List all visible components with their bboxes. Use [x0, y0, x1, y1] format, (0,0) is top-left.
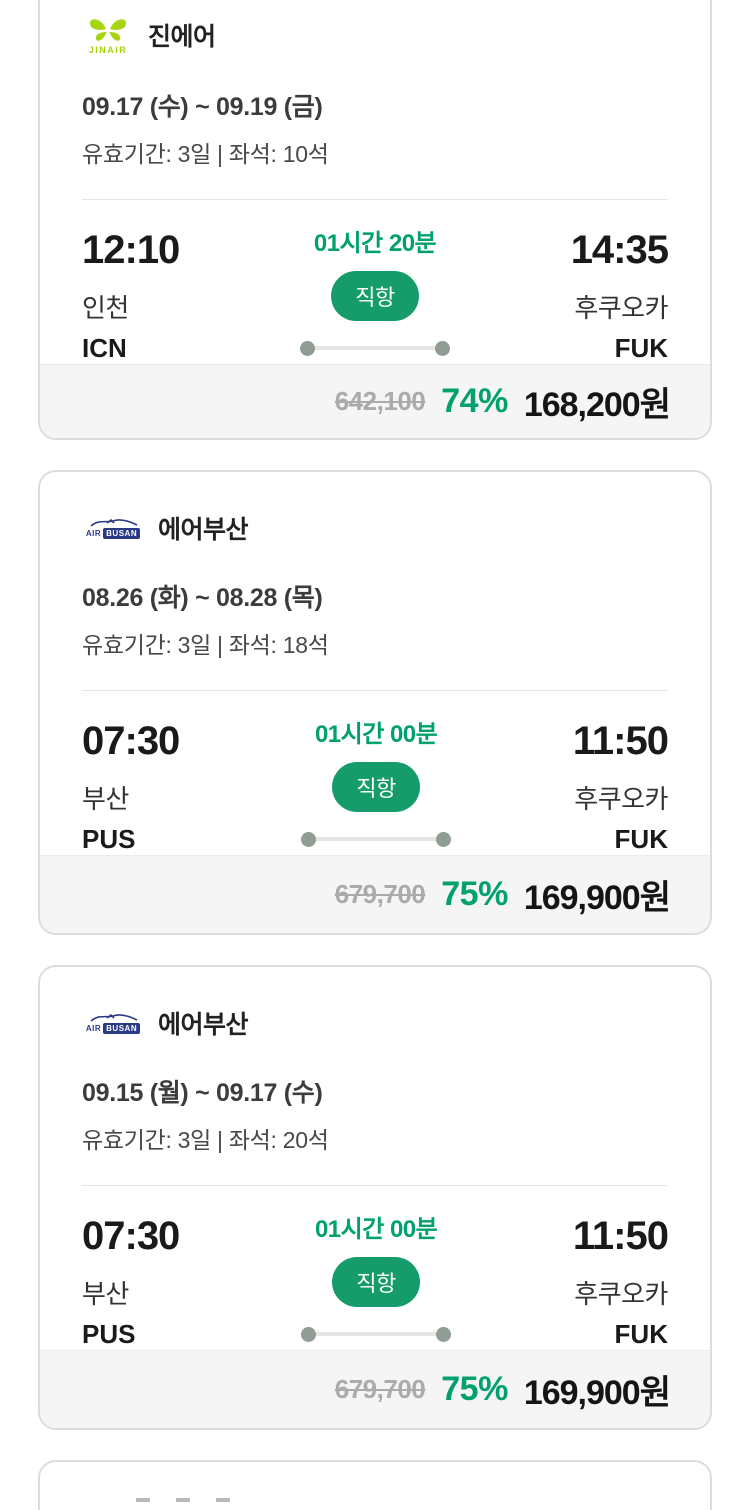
airbusan-logo-icon: AIR BUSAN	[82, 1012, 144, 1034]
flight-duration: 01시간 20분	[313, 230, 437, 257]
flight-card[interactable]: AIR BUSAN 에어부산 09.15 (월) ~ 09.17 (수) 유효기…	[38, 965, 712, 1430]
airbusan-logo-icon: AIR BUSAN	[82, 517, 144, 539]
validity-seats: 유효기간: 3일 | 좌석: 20석	[82, 1127, 329, 1153]
jinair-logo-word: JINAIR	[88, 45, 128, 55]
flight-info-row: 07:30 부산 PUS 01시간 00분 직항 11:50 후쿠오카 FUK	[40, 1216, 710, 1350]
arrival-airport-code: FUK	[614, 333, 668, 363]
direct-flight-badge: 직항	[332, 761, 420, 812]
flight-card-partial[interactable]	[38, 1460, 712, 1510]
price-footer: 642,100 74% 168,200원	[40, 364, 710, 438]
airbusan-logo-word: AIR BUSAN	[86, 1023, 141, 1034]
route-column: 01시간 20분 직항	[265, 230, 485, 364]
arrival-column: 14:35 후쿠오카 FUK	[570, 228, 669, 364]
price-footer: 679,700 75% 169,900원	[40, 1350, 710, 1428]
route-start-dot	[300, 340, 315, 356]
route-line-graphic	[301, 831, 452, 847]
trip-dates: 08.26 (화) ~ 08.28 (목)	[82, 584, 323, 612]
card-header: AIR BUSAN 에어부산 08.26 (화) ~ 08.28 (목) 유효기…	[40, 472, 710, 660]
arrival-airport-code: FUK	[614, 824, 668, 854]
route-column: 01시간 00분 직항	[266, 1216, 486, 1350]
airbusan-logo-word: AIR BUSAN	[86, 528, 141, 539]
flight-card[interactable]: JINAIR 진에어 09.17 (수) ~ 09.19 (금) 유효기간: 3…	[38, 0, 712, 440]
discount-percent: 75%	[441, 1370, 508, 1408]
flight-card[interactable]: AIR BUSAN 에어부산 08.26 (화) ~ 08.28 (목) 유효기…	[38, 470, 712, 935]
route-end-dot	[436, 831, 452, 847]
route-end-dot	[435, 340, 450, 356]
route-bar	[300, 346, 450, 351]
divider	[82, 1185, 668, 1186]
arrival-time: 11:50	[572, 1214, 669, 1258]
partial-logo-hint	[136, 1498, 710, 1502]
arrival-column: 11:50 후쿠오카 FUK	[572, 1214, 669, 1350]
departure-time: 07:30	[82, 719, 180, 763]
departure-airport-code: PUS	[82, 1319, 136, 1349]
departure-column: 12:10 인천 ICN	[82, 228, 180, 364]
flight-duration: 01시간 00분	[314, 721, 438, 748]
arrival-city: 후쿠오카	[574, 1279, 668, 1309]
discount-percent: 75%	[441, 875, 508, 913]
final-price: 168,200원	[523, 386, 671, 424]
airline-name: 에어부산	[158, 1011, 249, 1039]
divider	[82, 690, 668, 691]
original-price: 679,700	[334, 1374, 426, 1404]
flight-info-row: 07:30 부산 PUS 01시간 00분 직항 11:50 후쿠오카 FUK	[40, 721, 710, 855]
direct-flight-badge: 직항	[331, 270, 419, 321]
price-footer: 679,700 75% 169,900원	[40, 855, 710, 933]
departure-time: 07:30	[82, 1214, 180, 1258]
departure-airport-code: PUS	[82, 824, 136, 854]
arrival-airport-code: FUK	[614, 1319, 668, 1349]
departure-column: 07:30 부산 PUS	[82, 719, 180, 855]
arrival-city: 후쿠오카	[574, 293, 668, 323]
arrival-time: 11:50	[572, 719, 669, 763]
jinair-logo-icon: JINAIR	[82, 15, 134, 55]
trip-dates: 09.17 (수) ~ 09.19 (금)	[82, 93, 323, 121]
airline-name: 에어부산	[158, 516, 249, 544]
departure-airport-code: ICN	[82, 333, 127, 363]
discount-percent: 74%	[441, 382, 508, 420]
card-header: AIR BUSAN 에어부산 09.15 (월) ~ 09.17 (수) 유효기…	[40, 967, 710, 1155]
arrival-time: 14:35	[570, 228, 669, 272]
final-price: 169,900원	[523, 879, 671, 917]
flight-duration: 01시간 00분	[314, 1216, 438, 1243]
route-bar	[301, 837, 452, 842]
departure-city: 부산	[82, 1279, 129, 1309]
route-bar	[301, 1332, 452, 1337]
route-line-graphic	[300, 340, 450, 356]
card-header: JINAIR 진에어 09.17 (수) ~ 09.19 (금) 유효기간: 3…	[40, 0, 710, 169]
route-line-graphic	[301, 1326, 452, 1342]
flight-info-row: 12:10 인천 ICN 01시간 20분 직항 14:35 후쿠오카 FUK	[40, 230, 710, 364]
departure-city: 부산	[82, 784, 129, 814]
departure-city: 인천	[82, 293, 129, 323]
trip-dates: 09.15 (월) ~ 09.17 (수)	[82, 1079, 323, 1107]
original-price: 679,700	[334, 879, 426, 909]
route-column: 01시간 00분 직항	[266, 721, 486, 855]
airline-row: JINAIR 진에어	[82, 15, 668, 55]
direct-flight-badge: 직항	[332, 1256, 420, 1307]
airline-row: AIR BUSAN 에어부산	[82, 510, 668, 546]
route-start-dot	[301, 1326, 317, 1342]
departure-column: 07:30 부산 PUS	[82, 1214, 180, 1350]
departure-time: 12:10	[82, 228, 180, 272]
route-end-dot	[436, 1326, 452, 1342]
validity-seats: 유효기간: 3일 | 좌석: 18석	[82, 632, 329, 658]
original-price: 642,100	[334, 386, 426, 416]
validity-seats: 유효기간: 3일 | 좌석: 10석	[82, 141, 329, 167]
divider	[82, 199, 668, 200]
airline-name: 진에어	[148, 23, 216, 51]
arrival-column: 11:50 후쿠오카 FUK	[572, 719, 669, 855]
airline-row: AIR BUSAN 에어부산	[82, 1005, 668, 1041]
final-price: 169,900원	[523, 1374, 671, 1412]
route-start-dot	[301, 831, 317, 847]
arrival-city: 후쿠오카	[574, 784, 668, 814]
